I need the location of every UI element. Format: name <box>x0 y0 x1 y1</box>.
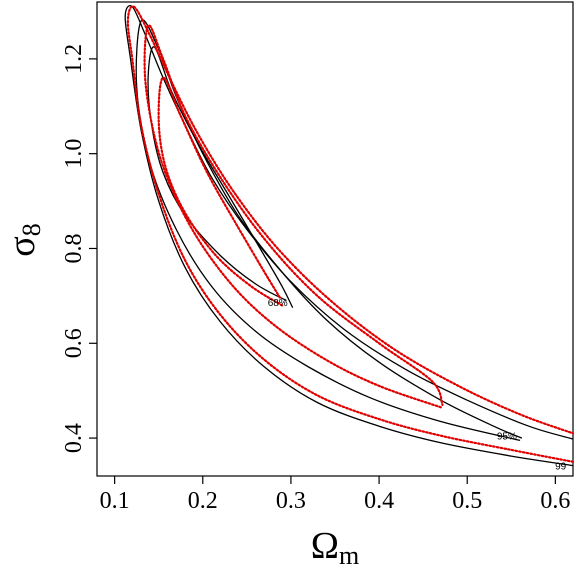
tick-layer: 0.1 0.2 0.3 0.4 0.5 0.6 0.4 0.6 0.8 1.0 1.2 <box>61 44 570 514</box>
contour-red-dotted-68 <box>157 76 284 307</box>
y-axis-title: σ8 <box>1 223 46 256</box>
y-tick-label: 0.8 <box>61 233 87 263</box>
contour-label: 68% <box>268 298 288 309</box>
contour-black-solid-95 <box>135 19 523 442</box>
x-tick-label: 0.4 <box>364 488 394 514</box>
plot-frame <box>96 1 574 477</box>
contour-label: 95% <box>497 432 517 443</box>
contour-red-dotted-99 <box>126 5 575 463</box>
series-layer <box>124 5 575 467</box>
contour-label-layer: 68% 95% 99 <box>268 298 567 473</box>
x-tick-label: 0.6 <box>540 488 570 514</box>
y-tick-label: 0.4 <box>61 423 87 453</box>
contour-red-dotted-95 <box>143 24 444 409</box>
x-tick-label: 0.1 <box>100 488 130 514</box>
y-tick-label: 1.0 <box>61 139 87 169</box>
x-axis-title: Ωm <box>311 525 359 566</box>
contour-label: 99 <box>555 462 567 473</box>
y-tick-label: 0.6 <box>61 328 87 358</box>
y-tick-label: 1.2 <box>61 44 87 74</box>
x-tick-label: 0.5 <box>452 488 482 514</box>
x-tick-label: 0.3 <box>276 488 306 514</box>
x-tick-label: 0.2 <box>188 488 218 514</box>
contour-black-solid-99 <box>124 5 574 467</box>
